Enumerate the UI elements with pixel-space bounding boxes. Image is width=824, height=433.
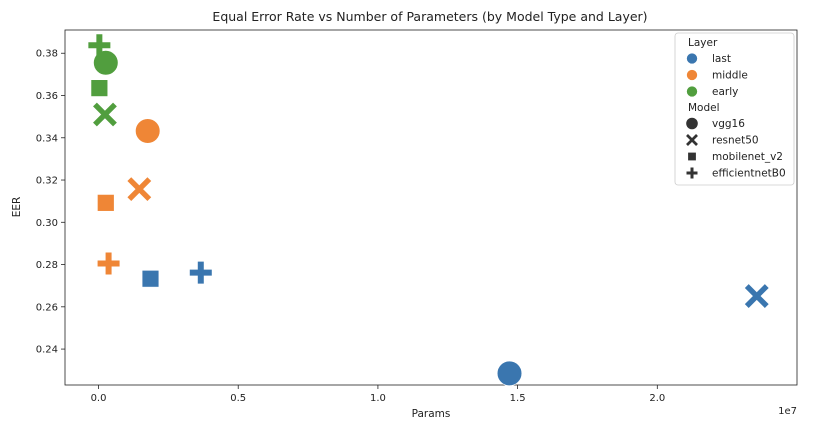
x-tick-label: 1.5 (510, 393, 526, 404)
legend-marker-mobilenet_v2 (687, 152, 697, 162)
x-offset-label: 1e7 (778, 406, 797, 417)
x-axis-label: Params (412, 408, 451, 420)
legend-label-efficientnetB0: efficientnetB0 (712, 168, 786, 180)
point-resnet50-middle (127, 177, 152, 202)
y-tick-label: 0.36 (36, 91, 58, 102)
point-mobilenet_v2-middle (97, 194, 115, 212)
point-vgg16-last (496, 360, 523, 387)
y-tick-label: 0.30 (36, 218, 58, 229)
legend-marker-early (686, 85, 698, 98)
legend-label-last: last (712, 53, 731, 65)
legend-box (674, 32, 795, 186)
x-tick-label: 0.5 (230, 393, 246, 404)
legend-marker-vgg16 (685, 116, 699, 131)
legend: Layer Model last middle early vgg16 resnet50… (674, 32, 795, 186)
y-axis: 0.24 0.26 0.28 0.30 0.32 0.34 0.36 0.38 (36, 49, 65, 356)
point-vgg16-early (92, 49, 119, 76)
point-mobilenet_v2-early (90, 79, 109, 97)
point-efficientnetB0-early (88, 34, 111, 57)
legend-heading-model: Model (688, 102, 720, 114)
legend-heading-layer: Layer (688, 37, 718, 49)
legend-label-early: early (712, 86, 738, 98)
plot-area (64, 29, 798, 386)
y-tick-label: 0.38 (36, 49, 58, 60)
legend-label-vgg16: vgg16 (712, 118, 745, 130)
y-tick-label: 0.26 (36, 302, 58, 313)
y-tick-label: 0.24 (36, 345, 58, 356)
legend-marker-resnet50 (686, 134, 698, 146)
x-tick-label: 1.0 (370, 393, 386, 404)
point-resnet50-early (93, 102, 117, 127)
y-tick-label: 0.34 (36, 133, 58, 144)
legend-marker-last (686, 52, 698, 65)
legend-marker-efficientnetB0 (686, 167, 698, 179)
point-efficientnetB0-middle (97, 252, 120, 275)
legend-label-middle: middle (712, 70, 748, 82)
legend-marker-middle (686, 69, 698, 81)
point-mobilenet_v2-last (141, 270, 160, 288)
legend-label-resnet50: resnet50 (712, 135, 759, 147)
x-axis: 0.0 0.5 1.0 1.5 2.0 (91, 385, 665, 404)
x-tick-label: 2.0 (649, 393, 665, 404)
point-resnet50-last (744, 284, 769, 308)
y-tick-label: 0.32 (36, 176, 58, 187)
chart-title: Equal Error Rate vs Number of Parameters… (212, 9, 647, 24)
point-vgg16-middle (134, 118, 161, 144)
y-axis-label: EER (11, 197, 23, 218)
legend-label-mobilenet_v2: mobilenet_v2 (712, 151, 783, 163)
y-tick-label: 0.28 (36, 260, 58, 271)
data-points (88, 34, 769, 387)
point-efficientnetB0-last (189, 261, 212, 284)
x-tick-label: 0.0 (91, 393, 107, 404)
